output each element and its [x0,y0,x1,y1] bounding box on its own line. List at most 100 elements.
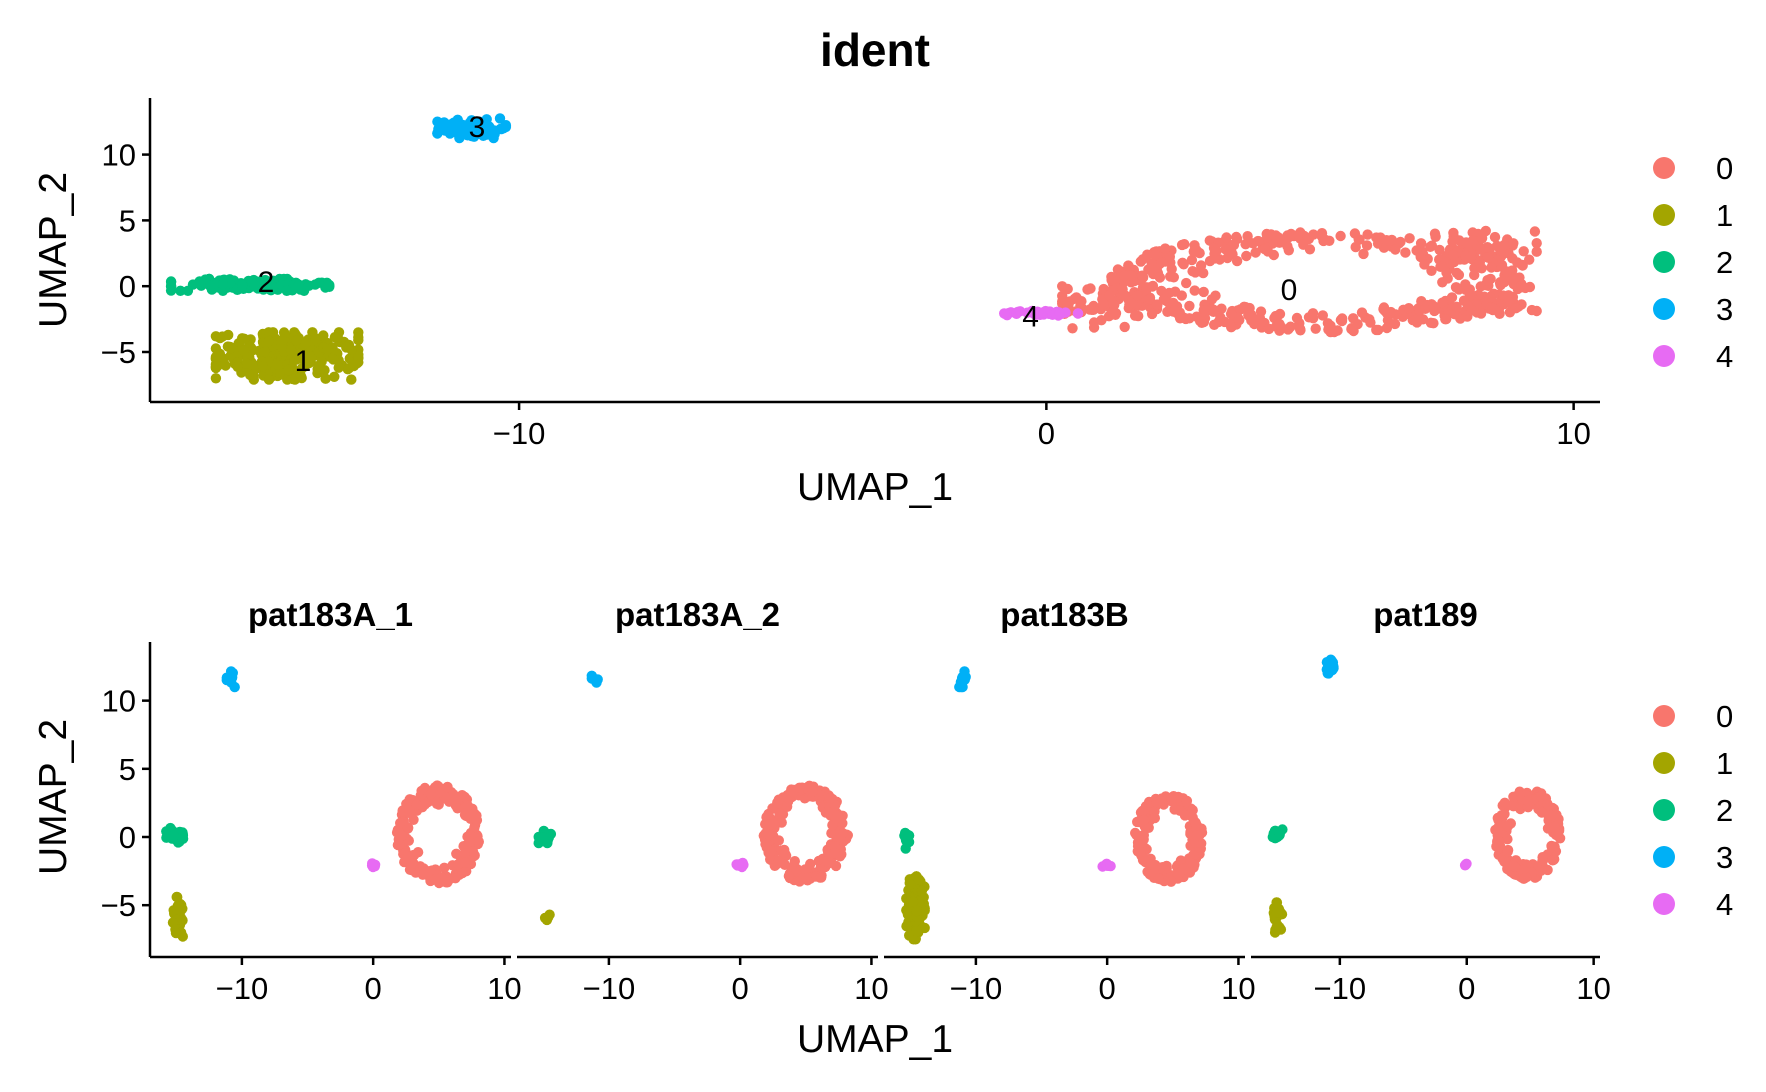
data-point [346,374,357,385]
data-point [911,905,922,917]
data-point [1189,285,1200,296]
data-point [907,896,919,907]
data-point [1208,306,1219,317]
data-point [1361,240,1373,251]
data-point [1419,259,1430,270]
data-point [1146,308,1158,320]
facet-pat189: −10 0 10 pat189 [1251,596,1611,1006]
y-tick-label: −5 [101,335,136,370]
data-point [212,360,223,371]
data-point [471,815,483,826]
data-point [1326,655,1337,666]
x-tick-label: 10 [1576,971,1610,1006]
data-point [468,131,480,142]
y-tick-label: −5 [101,888,136,923]
data-point [1336,315,1348,327]
data-point [1522,795,1533,806]
data-point [1160,243,1171,254]
data-point [1108,300,1120,311]
data-point [999,308,1010,319]
data-point [453,129,464,140]
data-point [800,864,811,875]
data-point [1381,322,1393,334]
data-point [1243,310,1254,321]
data-point [763,808,774,820]
data-point [1502,834,1513,845]
data-point [277,334,288,346]
data-point [1072,308,1084,319]
y-tick-label: 5 [119,203,136,238]
data-point [1529,226,1541,237]
data-point [1547,855,1558,866]
data-point [1105,860,1116,872]
x-axis-label: UMAP_1 [797,466,953,509]
x-tick-label: −10 [1314,971,1367,1006]
legend-label-3: 3 [1716,292,1733,327]
data-point [1291,312,1303,324]
data-point [306,351,317,363]
legend-label-0: 0 [1716,699,1733,734]
data-point [1179,810,1191,821]
data-point [1499,797,1511,808]
data-point [431,798,443,809]
data-point [1295,325,1306,336]
data-point [1141,283,1152,295]
data-point [403,851,414,862]
data-point [1461,237,1472,248]
data-point [1166,793,1178,804]
legend-key-4 [1653,345,1675,367]
data-point [1106,274,1117,286]
data-point [1186,254,1198,266]
facet-plot-area: −10 0 10 −5 0 5 10 pat183A_1 −10 0 10 pat183A_2 −10 0… [101,596,1611,1006]
data-point [1263,323,1275,335]
data-point [1242,231,1253,242]
data-point [328,354,339,365]
data-point [263,374,275,385]
x-tick-label: 0 [1038,416,1055,451]
data-point [1164,251,1176,263]
data-point [1356,307,1368,318]
data-point [1451,267,1463,279]
legend-key-3 [1653,846,1675,868]
top-legend: 0 1 2 3 4 [1653,151,1733,374]
x-tick-label: 10 [854,971,888,1006]
legend-key-2 [1653,799,1675,821]
data-point [780,848,791,860]
data-point [1491,240,1503,252]
data-point [1107,307,1118,319]
data-point [911,925,922,937]
data-point [214,332,226,344]
data-point [1482,252,1494,263]
data-point [1241,250,1252,262]
data-point [807,786,818,797]
data-point [1403,303,1415,314]
data-point [232,361,243,372]
data-point [1220,244,1231,255]
data-point [453,793,464,804]
data-point [1362,229,1373,240]
data-point [430,874,441,885]
x-tick-label: −10 [950,971,1003,1006]
data-point [1014,306,1026,317]
facet-title-pat183A_2: pat183A_2 [615,596,780,633]
cluster-label-2: 2 [258,266,275,299]
y-tick-label: 0 [119,820,136,855]
data-point [1189,817,1201,828]
data-point [1156,285,1167,297]
data-point [1137,805,1148,816]
data-point [1549,821,1560,832]
data-point [1437,277,1448,288]
facet-title-pat189: pat189 [1373,596,1478,633]
data-point [1381,235,1392,246]
data-point [1426,265,1437,276]
data-point [1512,257,1523,268]
data-point [1252,235,1264,247]
data-point [1372,238,1384,249]
data-point [1274,829,1285,840]
data-point [1508,860,1519,872]
data-point [1493,836,1505,847]
data-point [1426,240,1438,251]
data-point [498,123,509,134]
data-point [1155,795,1166,806]
data-point [1231,231,1242,243]
